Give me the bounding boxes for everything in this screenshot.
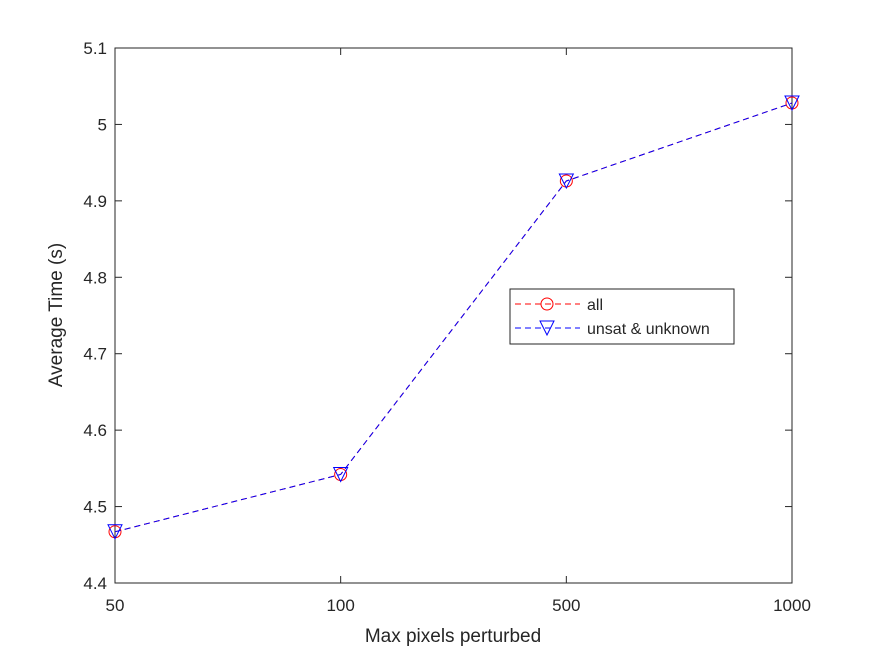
- y-tick-label: 4.6: [83, 421, 107, 440]
- y-axis-ticks: 4.4 4.5 4.6 4.7 4.8 4.9 5 5.1: [83, 39, 792, 593]
- series-line: [114, 102, 793, 533]
- data-point-marker: [107, 524, 123, 540]
- series-layer: [107, 95, 800, 540]
- y-tick-label: 4.4: [83, 574, 107, 593]
- y-tick-label: 4.9: [83, 192, 107, 211]
- x-tick-label: 500: [552, 596, 580, 615]
- data-point-marker: [332, 466, 349, 483]
- legend-label: all: [587, 297, 603, 314]
- data-point-marker: [784, 95, 800, 112]
- legend-marker: [539, 320, 555, 337]
- legend: all unsat & unknown: [509, 288, 735, 345]
- y-tick-label: 4.7: [83, 345, 107, 364]
- y-tick-label: 5.1: [83, 39, 107, 58]
- y-tick-label: 4.8: [83, 268, 107, 287]
- legend-marker: [540, 297, 554, 311]
- y-tick-label: 4.5: [83, 498, 107, 517]
- y-axis-label: Average Time (s): [46, 243, 67, 387]
- x-tick-label: 1000: [773, 596, 811, 615]
- data-point-marker: [558, 173, 575, 190]
- y-tick-label: 5: [98, 115, 107, 134]
- x-axis-ticks: 50 100 500 1000: [106, 48, 811, 615]
- legend-label: unsat & unknown: [587, 321, 710, 338]
- x-tick-label: 50: [106, 596, 125, 615]
- series-1: [107, 95, 800, 540]
- x-axis-label: Max pixels perturbed: [365, 626, 541, 647]
- x-tick-label: 100: [326, 596, 354, 615]
